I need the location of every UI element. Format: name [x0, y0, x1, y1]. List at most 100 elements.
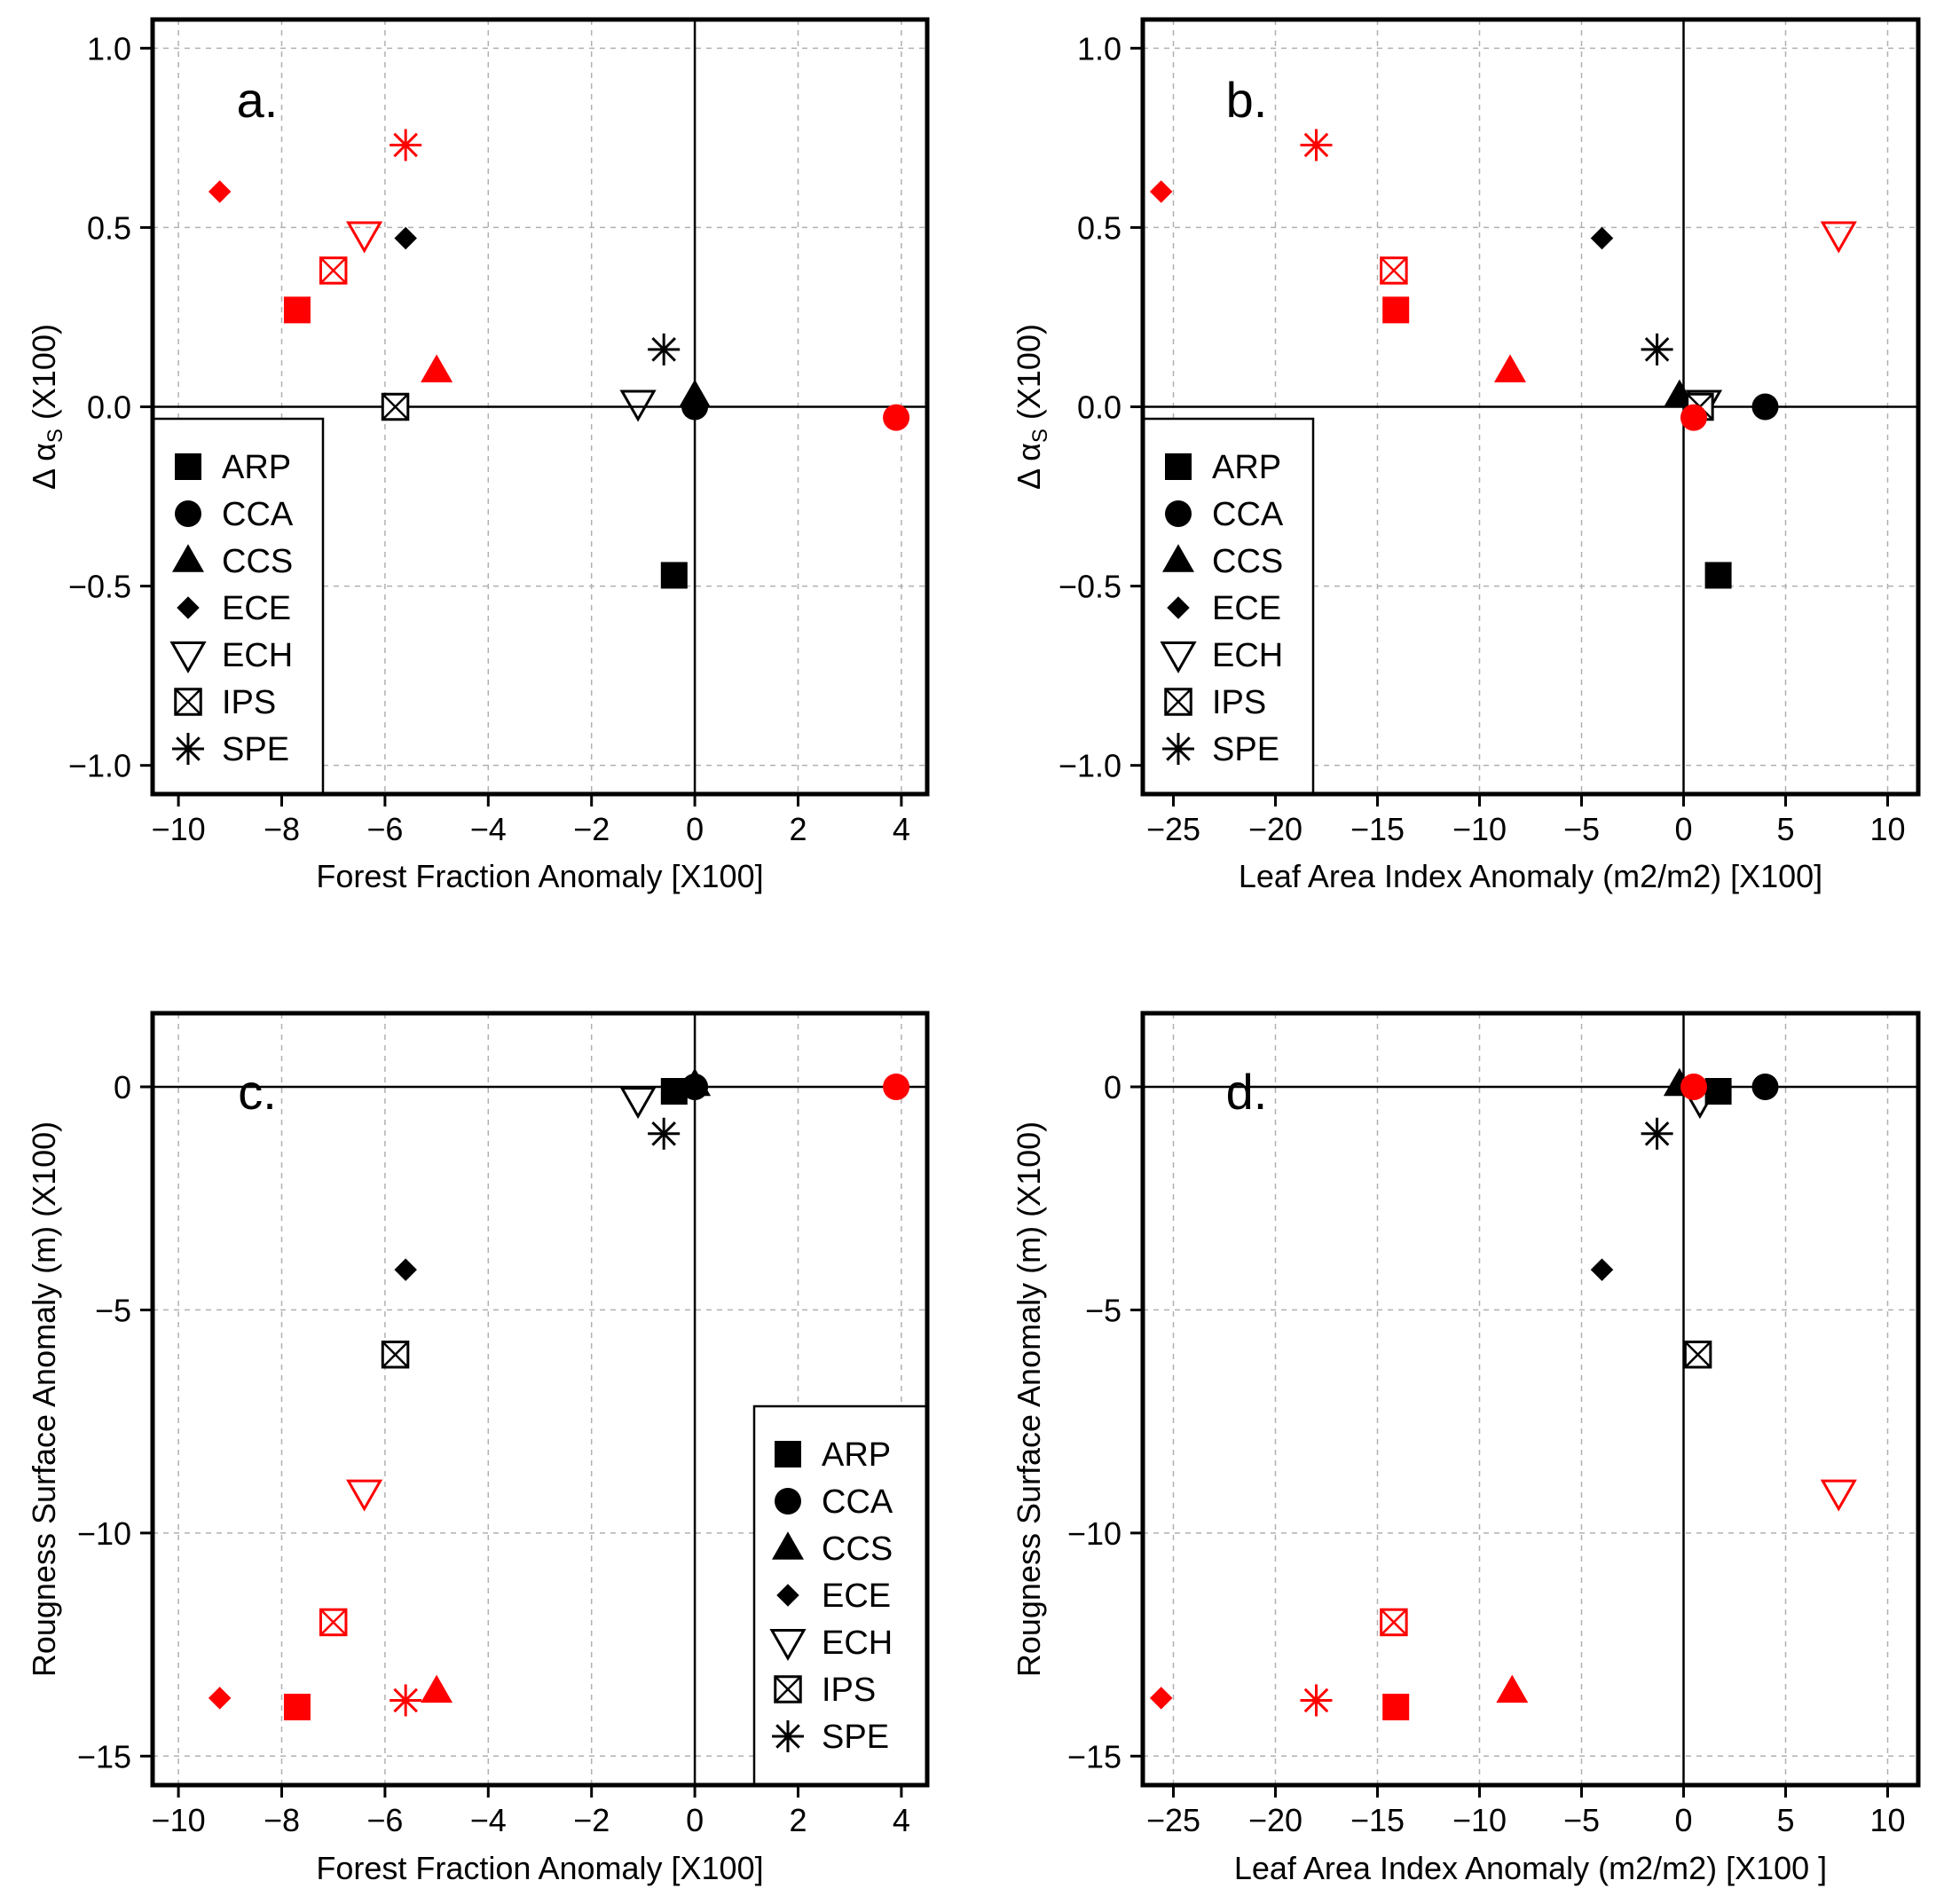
y-tick-label: −5	[95, 1292, 131, 1328]
point-red-ccs	[421, 354, 453, 382]
point-red-ece	[1149, 180, 1173, 203]
x-tick-label: 5	[1776, 811, 1794, 847]
y-tick-label: −5	[1085, 1292, 1121, 1328]
x-axis-title: Forest Fraction Anomaly [X100]	[316, 858, 763, 894]
legend-label-arp: ARP	[822, 1436, 891, 1474]
series-red	[1149, 1073, 1857, 1720]
point-red-spe	[390, 1684, 422, 1717]
panel-c: −10 −8 −6 −4 −2 0 2 4 0 −5 −10 −15 Forest Fraction A…	[26, 1011, 930, 1886]
point-black-ips	[381, 392, 410, 421]
x-tick-label: 0	[1674, 1802, 1692, 1838]
x-tick-label: −15	[1350, 1802, 1405, 1838]
x-tick-label: 0	[1674, 811, 1692, 847]
x-tick-label: −10	[1452, 1802, 1507, 1838]
legend-label-ccs: CCS	[822, 1530, 893, 1568]
x-tick-label: −4	[470, 811, 507, 847]
point-red-arp	[283, 296, 311, 324]
legend-marker-ccs	[772, 1531, 804, 1560]
point-red-arp	[1382, 296, 1410, 324]
legend-marker-ccs	[172, 544, 204, 572]
plot-frame	[150, 17, 930, 797]
series-black	[381, 226, 712, 589]
legend-marker-ece	[1167, 596, 1190, 619]
legend-label-spe: SPE	[222, 731, 289, 768]
point-red-ece	[1149, 1687, 1173, 1710]
x-tick-label: −2	[573, 1802, 610, 1838]
y-tick-label: 0.5	[1077, 209, 1121, 246]
x-tick-label: 10	[1869, 811, 1905, 847]
x-axis-title: Leaf Area Index Anomaly (m2/m2) [X100 ]	[1234, 1850, 1827, 1886]
x-tick-label: −20	[1248, 811, 1302, 847]
legend-label-cca: CCA	[822, 1483, 893, 1521]
y-tick-label: 0	[1104, 1069, 1121, 1105]
x-axis-title: Leaf Area Index Anomaly (m2/m2) [X100]	[1239, 858, 1822, 894]
legend-marker-ips	[174, 688, 202, 716]
x-tick-label: −5	[1563, 1802, 1600, 1838]
legend-label-ece: ECE	[222, 590, 291, 627]
x-tick-label: −8	[264, 811, 300, 847]
series-red	[208, 1073, 910, 1720]
panel-a: −10 −8 −6 −4 −2 0 2 4 1.0 0.5 0.0 −0.5 −1.0 Forest Fr…	[26, 17, 930, 894]
legend-marker-cca	[1165, 500, 1192, 527]
legend-marker-ece	[177, 596, 200, 619]
y-tick-label: −0.5	[1059, 569, 1121, 605]
point-black-spe	[648, 333, 681, 366]
y-tick-label: −10	[77, 1515, 131, 1552]
legend-marker-cca	[175, 500, 201, 527]
legend-label-ips: IPS	[222, 684, 276, 721]
legend-label-ece: ECE	[822, 1577, 891, 1615]
y-tick-label: −15	[1067, 1738, 1121, 1774]
legend-marker-arp	[175, 453, 201, 480]
legend-marker-ech	[769, 1629, 807, 1662]
x-tick-label: −10	[152, 1802, 206, 1838]
x-tick-label: −15	[1350, 811, 1405, 847]
point-black-ccs	[679, 379, 712, 408]
point-black-ips	[381, 1340, 410, 1369]
x-tick-label: −20	[1248, 1802, 1302, 1838]
point-red-ips	[1380, 256, 1408, 285]
legend-label-arp: ARP	[222, 449, 291, 486]
point-black-cca	[1751, 1073, 1779, 1100]
legend-marker-ece	[776, 1584, 799, 1607]
x-tick-label: −6	[366, 1802, 403, 1838]
point-red-ech	[346, 1479, 383, 1512]
point-red-ccs	[1496, 1674, 1529, 1703]
plot-frame	[150, 1011, 930, 1788]
legend-marker-ech	[169, 641, 207, 674]
legend-label-ech: ECH	[822, 1625, 893, 1662]
series-black	[1590, 1067, 1779, 1369]
point-red-ccs	[421, 1674, 453, 1703]
point-red-spe	[1300, 1684, 1333, 1717]
x-tick-label: 2	[789, 1802, 807, 1838]
legend-label-ccs: CCS	[222, 543, 293, 580]
point-red-spe	[390, 129, 422, 161]
y-axis-title: Rougness Surface Anomaly (m) (X100)	[26, 1121, 62, 1677]
x-tick-label: 4	[893, 1802, 910, 1838]
point-black-spe	[648, 1117, 681, 1150]
x-tick-label: −5	[1563, 811, 1600, 847]
point-red-cca	[883, 404, 910, 431]
panel-label: c.	[238, 1064, 277, 1120]
point-red-ccs	[1494, 354, 1526, 382]
point-black-spe	[1641, 1117, 1673, 1150]
point-black-arp	[1704, 562, 1732, 589]
x-tick-label: −25	[1146, 811, 1200, 847]
plot-frame	[1140, 17, 1921, 797]
legend-label-ech: ECH	[1212, 637, 1283, 674]
legend-label-spe: SPE	[822, 1719, 889, 1756]
x-tick-label: −10	[152, 811, 206, 847]
legend-label-ccs: CCS	[1212, 543, 1283, 580]
x-tick-label: 0	[686, 811, 704, 847]
point-black-ece	[394, 226, 417, 250]
point-black-ece	[1590, 226, 1614, 250]
point-red-ech	[1820, 1479, 1857, 1512]
legend-marker-ips	[774, 1675, 802, 1703]
legend-marker-ech	[1160, 641, 1197, 674]
y-tick-label: 1.0	[87, 30, 131, 67]
legend-marker-spe	[1162, 733, 1194, 765]
point-red-ips	[319, 1608, 348, 1637]
y-tick-label: 0.0	[1077, 389, 1121, 426]
x-tick-label: 10	[1869, 1802, 1905, 1838]
panel-label: b.	[1226, 72, 1268, 128]
series-red	[1149, 129, 1857, 431]
